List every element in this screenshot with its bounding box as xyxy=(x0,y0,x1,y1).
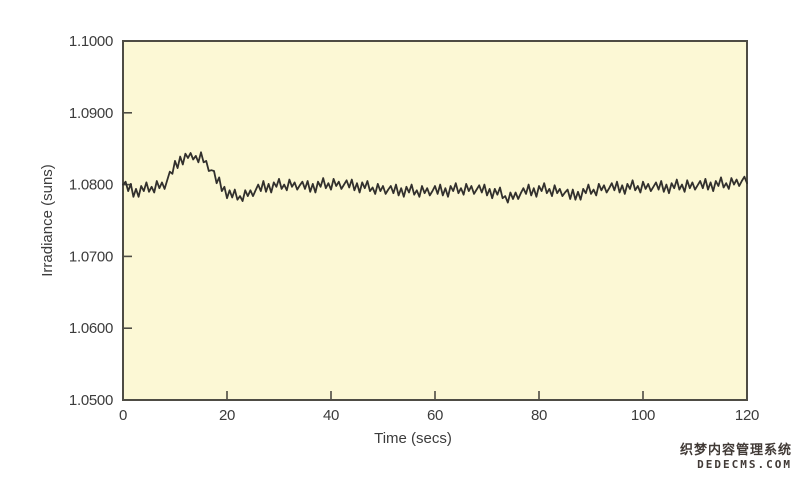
y-tick-label: 1.0700 xyxy=(69,248,113,265)
y-tick-label: 1.0900 xyxy=(69,105,113,122)
y-tick-label: 1.0600 xyxy=(69,320,113,337)
plot-frame xyxy=(122,40,748,401)
x-axis-title: Time (secs) xyxy=(374,430,452,447)
series-line-irradiance xyxy=(122,151,748,204)
y-axis-title: Irradiance (suns) xyxy=(39,164,56,277)
plot-area xyxy=(123,41,747,400)
y-tick-label: 1.0500 xyxy=(69,392,113,409)
x-tick-label: 20 xyxy=(219,407,235,424)
y-tick-label: 1.1000 xyxy=(69,33,113,50)
y-tick-label: 1.0800 xyxy=(69,177,113,194)
x-tick-label: 100 xyxy=(631,407,655,424)
watermark-line1: 织梦内容管理系统 xyxy=(679,443,792,459)
x-tick-label: 60 xyxy=(427,407,443,424)
x-tick-label: 0 xyxy=(119,407,127,424)
watermark-line2: DEDECMS.COM xyxy=(697,458,792,472)
x-tick-label: 80 xyxy=(531,407,547,424)
x-tick-label: 40 xyxy=(323,407,339,424)
watermark: 织梦内容管理系统 DEDECMS.COM xyxy=(679,443,792,472)
x-tick-label: 120 xyxy=(735,407,759,424)
